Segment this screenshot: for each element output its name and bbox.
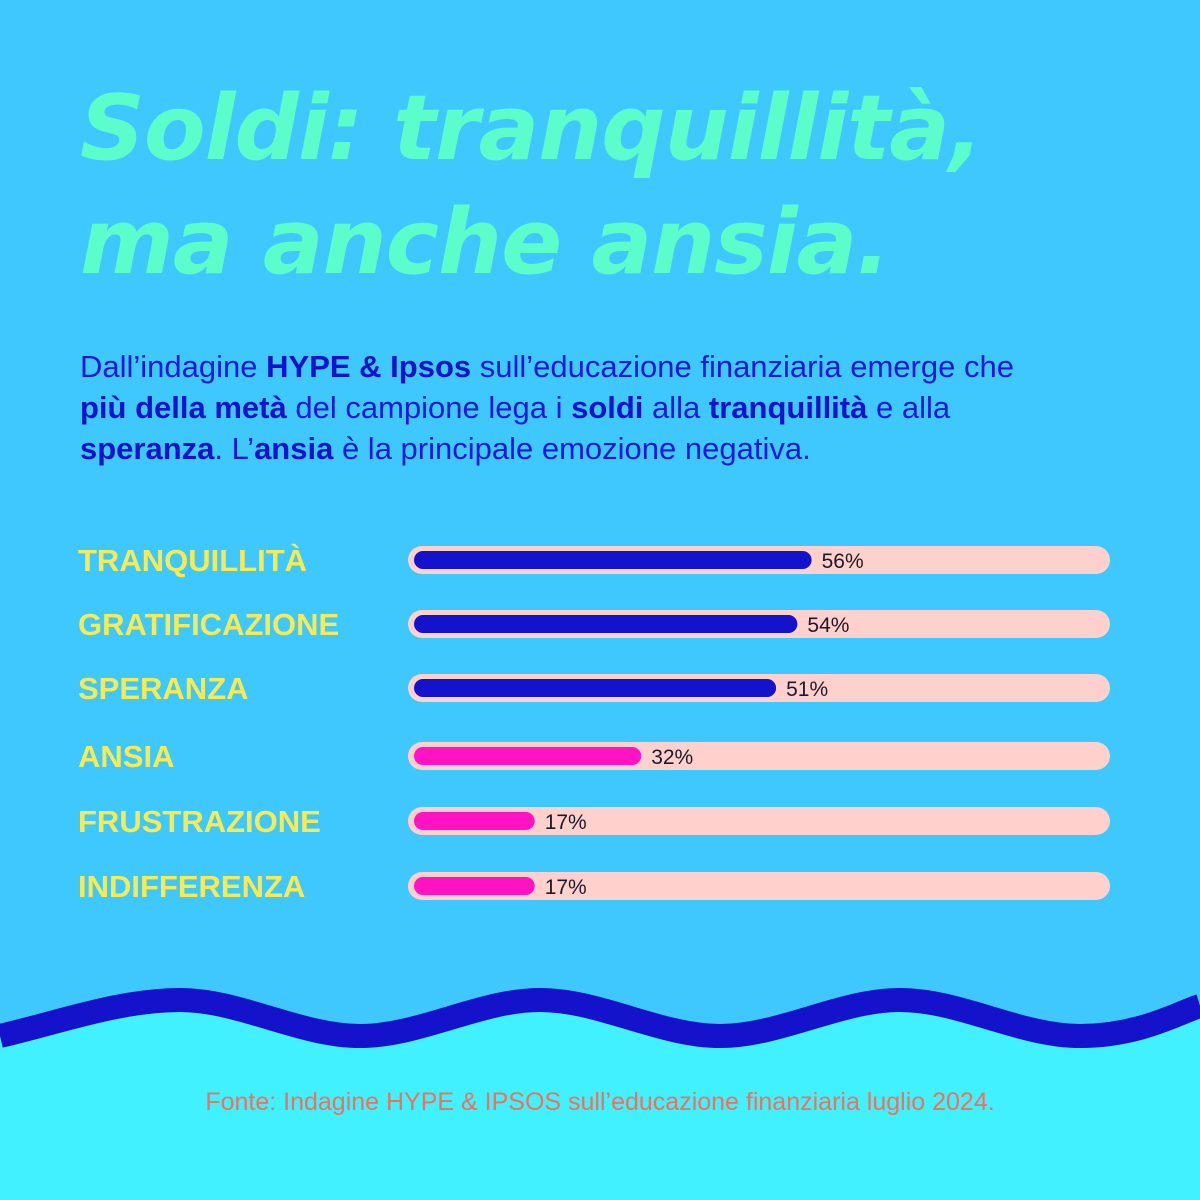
headline-line-2: ma anche ansia. xyxy=(80,190,891,295)
category-label: TRANQUILLITÀ xyxy=(78,543,307,578)
bar xyxy=(414,679,777,697)
intro-text: e alla xyxy=(867,390,951,425)
bar xyxy=(414,551,812,569)
intro-line-1: Dall’indagine HYPE & Ipsos sull’educazio… xyxy=(80,349,1014,384)
intro-text: del campione lega i xyxy=(286,390,572,425)
intro-text: alla xyxy=(643,390,709,425)
intro-text: è la principale emozione negativa. xyxy=(333,431,811,466)
value-label: 32% xyxy=(651,746,693,769)
bar xyxy=(414,747,642,765)
intro-paragraph: Dall’indagine HYPE & Ipsos sull’educazio… xyxy=(80,346,1140,469)
value-label: 56% xyxy=(822,550,864,573)
category-label: INDIFFERENZA xyxy=(78,869,305,904)
intro-emphasis: HYPE & Ipsos xyxy=(266,349,472,384)
category-label: GRATIFICAZIONE xyxy=(78,607,339,642)
value-label: 17% xyxy=(545,811,587,834)
bar-track xyxy=(408,807,1110,835)
intro-text: . L’ xyxy=(214,431,255,466)
bar xyxy=(414,812,535,830)
category-label: ANSIA xyxy=(78,739,174,774)
intro-emphasis: ansia xyxy=(254,431,334,466)
bar xyxy=(414,877,535,895)
intro-emphasis: soldi xyxy=(571,390,644,425)
wave-stroke xyxy=(0,987,1200,1049)
category-label: FRUSTRAZIONE xyxy=(78,804,321,839)
value-label: 54% xyxy=(807,614,849,637)
value-label: 51% xyxy=(786,678,828,701)
category-label: SPERANZA xyxy=(78,671,249,706)
intro-text: sull’educazione finanziaria emerge che xyxy=(471,349,1014,384)
bar-track xyxy=(408,872,1110,900)
emotions-bar-chart: TRANQUILLITÀ 56% GRATIFICAZIONE 54% SPERANZA… xyxy=(78,543,1110,904)
intro-emphasis: tranquillità xyxy=(708,390,868,425)
bottom-band xyxy=(0,1000,1200,1200)
source-note: Fonte: Indagine HYPE & IPSOS sull’educaz… xyxy=(205,1088,995,1116)
value-label: 17% xyxy=(545,876,587,899)
bar xyxy=(414,615,798,633)
headline-line-1: Soldi: tranquillità, xyxy=(80,76,983,181)
intro-text: Dall’indagine xyxy=(80,349,267,384)
wave-decoration xyxy=(0,987,1200,1200)
intro-emphasis: più della metà xyxy=(80,390,287,425)
headline: Soldi: tranquillità, ma anche ansia. xyxy=(80,72,1160,300)
intro-line-3: speranza. L’ansia è la principale emozio… xyxy=(80,431,811,466)
intro-line-2: più della metà del campione lega i soldi… xyxy=(80,390,950,425)
intro-emphasis: speranza xyxy=(80,431,215,466)
